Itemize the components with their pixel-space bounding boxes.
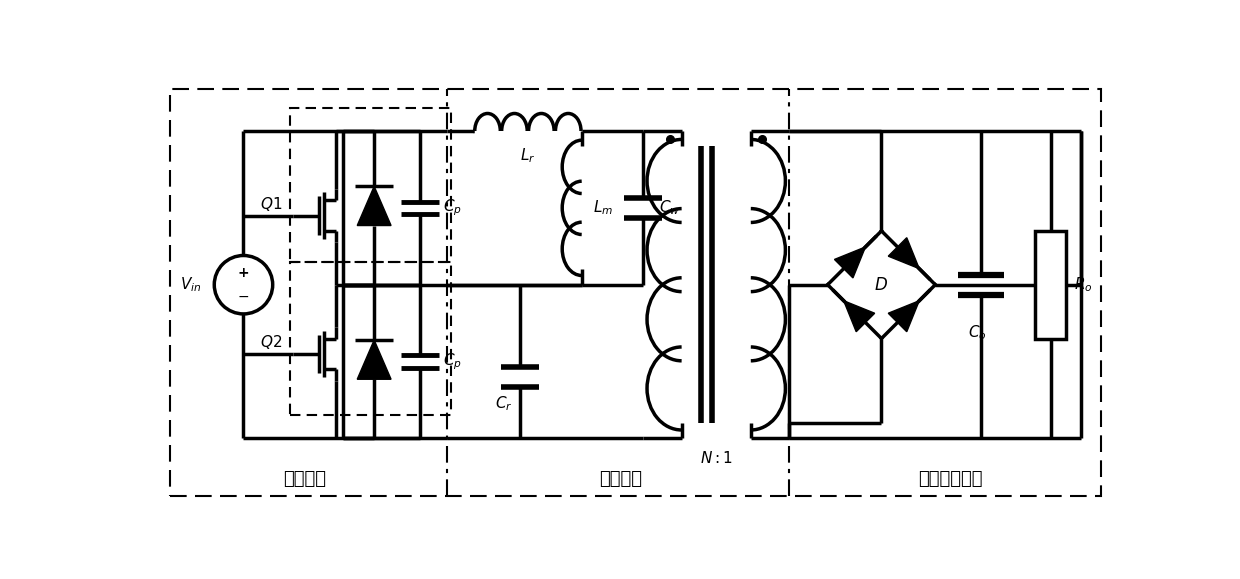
Polygon shape [357, 186, 391, 225]
Text: $L_m$: $L_m$ [593, 199, 614, 217]
Polygon shape [888, 301, 919, 332]
Polygon shape [843, 301, 874, 332]
Text: $C_p$: $C_p$ [444, 351, 463, 372]
Bar [290, 108, 451, 262]
Text: $C_p$: $C_p$ [444, 197, 463, 218]
Text: $N:1$: $N:1$ [699, 450, 733, 466]
Text: 整流滤波电路: 整流滤波电路 [919, 470, 983, 489]
Text: $Q1$: $Q1$ [259, 195, 281, 213]
Bar [1035, 231, 1066, 339]
Text: 逆变半桥: 逆变半桥 [284, 470, 326, 489]
Text: $-$: $-$ [237, 290, 249, 303]
Polygon shape [357, 340, 391, 379]
Text: $C_r$: $C_r$ [495, 394, 512, 413]
Bar [290, 262, 451, 415]
Text: +: + [238, 266, 249, 280]
Text: $D$: $D$ [874, 276, 889, 294]
Text: $V_{in}$: $V_{in}$ [180, 276, 201, 294]
Text: $L_r$: $L_r$ [520, 146, 536, 165]
Text: $C_o$: $C_o$ [968, 323, 987, 342]
Text: 谐振网络: 谐振网络 [599, 470, 641, 489]
Polygon shape [835, 247, 866, 278]
Text: $R_o$: $R_o$ [1074, 276, 1092, 294]
Polygon shape [888, 238, 919, 269]
Text: $C_w$: $C_w$ [658, 199, 680, 217]
Text: $Q2$: $Q2$ [260, 334, 281, 351]
